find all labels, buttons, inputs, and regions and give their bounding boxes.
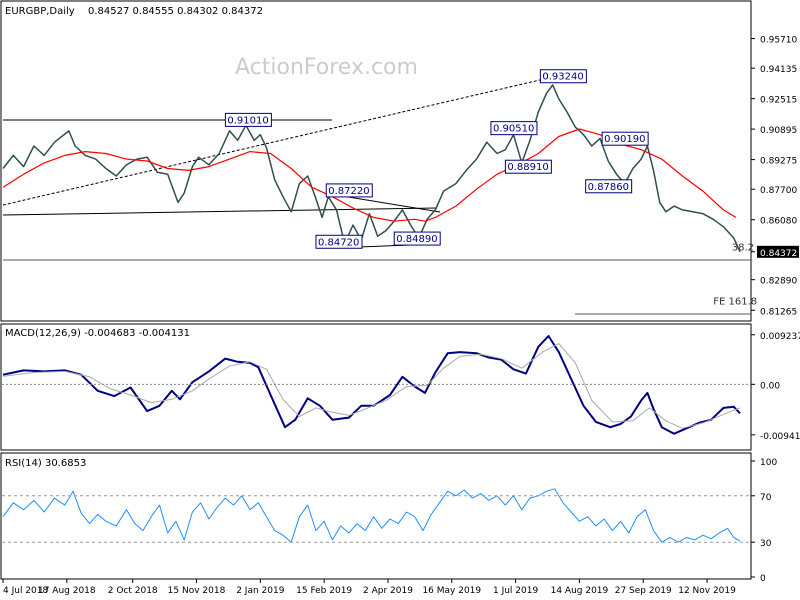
y-tick-label: 70 <box>760 493 772 503</box>
y-tick-label: 0.84372 <box>760 249 797 259</box>
price-label: 0.90190 <box>604 134 645 145</box>
price-label-box <box>393 231 441 246</box>
y-tick-label: 0.81265 <box>760 307 797 317</box>
y-tick-label: 0.95710 <box>760 36 797 46</box>
price-axis: 0.95710 0.94135 0.92515 0.90895 0.89275 0.877… <box>751 36 799 317</box>
price-label: 0.93240 <box>542 72 583 83</box>
watermark-text: ActionForex.com <box>235 55 418 80</box>
y-tick-label: 0 <box>760 574 766 584</box>
macd-series-line-1 <box>2 343 741 429</box>
price-label-box <box>325 183 373 198</box>
macd-title: MACD(12,26,9) -0.004683 -0.004131 <box>5 328 190 339</box>
y-tick-label: 100 <box>760 458 777 468</box>
price-label-box <box>490 121 538 136</box>
y-tick-label: 0.94135 <box>760 65 797 75</box>
ohlc-values: 0.84527 0.84555 0.84302 0.84372 <box>88 6 263 17</box>
x-tick-label: 2 Jan 2019 <box>236 586 284 596</box>
price-label: 0.91010 <box>227 115 268 126</box>
lower-channel-line <box>2 207 438 216</box>
price-label-box <box>601 131 649 146</box>
rsi-title: RSI(14) 30.6853 <box>5 458 86 469</box>
x-tick-label: 17 Aug 2018 <box>38 586 96 596</box>
y-tick-label: 0.89275 <box>760 157 797 167</box>
price-label-box <box>585 179 633 194</box>
macd-series-group <box>2 335 741 435</box>
rsi-panel-frame <box>0 452 752 580</box>
y-tick-label: 0.87700 <box>760 186 797 196</box>
x-tick-label: 2 Oct 2018 <box>108 586 158 596</box>
dotted-trend-line <box>2 72 571 206</box>
y-tick-label: -0.009413 <box>760 432 800 442</box>
x-tick-label: 15 Feb 2019 <box>296 586 352 596</box>
x-tick-label: 27 Sep 2019 <box>615 586 672 596</box>
rsi-axis: 100 70 30 0 <box>2 458 777 584</box>
y-tick-label: 0.90895 <box>760 126 797 136</box>
x-tick-label: 15 Nov 2018 <box>168 586 226 596</box>
price-label-box <box>504 159 552 174</box>
x-tick-label: 16 May 2019 <box>422 586 481 596</box>
y-tick-label: 0.86080 <box>760 217 797 227</box>
x-tick-label: 4 Jul 2018 <box>3 586 48 596</box>
price-label-box <box>539 69 587 84</box>
x-tick-label: 2 Apr 2019 <box>363 586 413 596</box>
y-tick-label: 0.00 <box>760 381 780 391</box>
rsi-series-line-0 <box>2 488 741 543</box>
price-label: 0.87860 <box>588 182 629 193</box>
price-annotations-group: 0.91010 0.87220 0.84720 0.84890 0.90510 0.932… <box>224 69 757 307</box>
price-panel-frame <box>0 0 752 322</box>
macd-panel-frame <box>0 323 752 451</box>
price-label: FE 161.8 <box>713 296 757 307</box>
macd-axis: 0.009237 0.00 -0.009413 <box>2 332 800 442</box>
price-label: 38.2 <box>732 243 754 254</box>
y-tick-label: 30 <box>760 539 772 549</box>
price-label-box <box>224 112 272 127</box>
x-tick-label: 1 Jul 2019 <box>493 586 538 596</box>
rsi-series-group <box>2 488 741 543</box>
last-price-box <box>757 245 799 258</box>
chart-symbol-label: EURGBP,Daily <box>5 6 75 17</box>
y-tick-label: 0.82890 <box>760 277 797 287</box>
price-label-box <box>315 234 363 249</box>
x-tick-label: 12 Nov 2019 <box>678 586 736 596</box>
price-label: 0.84720 <box>318 237 359 248</box>
price-label: 0.84890 <box>396 234 437 245</box>
y-tick-label: 0.92515 <box>760 96 797 106</box>
price-label: 0.87220 <box>328 186 369 197</box>
price-label: 0.88910 <box>507 162 548 173</box>
price-label: 0.90510 <box>493 124 534 135</box>
y-tick-label: 0.009237 <box>760 332 800 342</box>
x-tick-label: 14 Aug 2019 <box>551 586 609 596</box>
